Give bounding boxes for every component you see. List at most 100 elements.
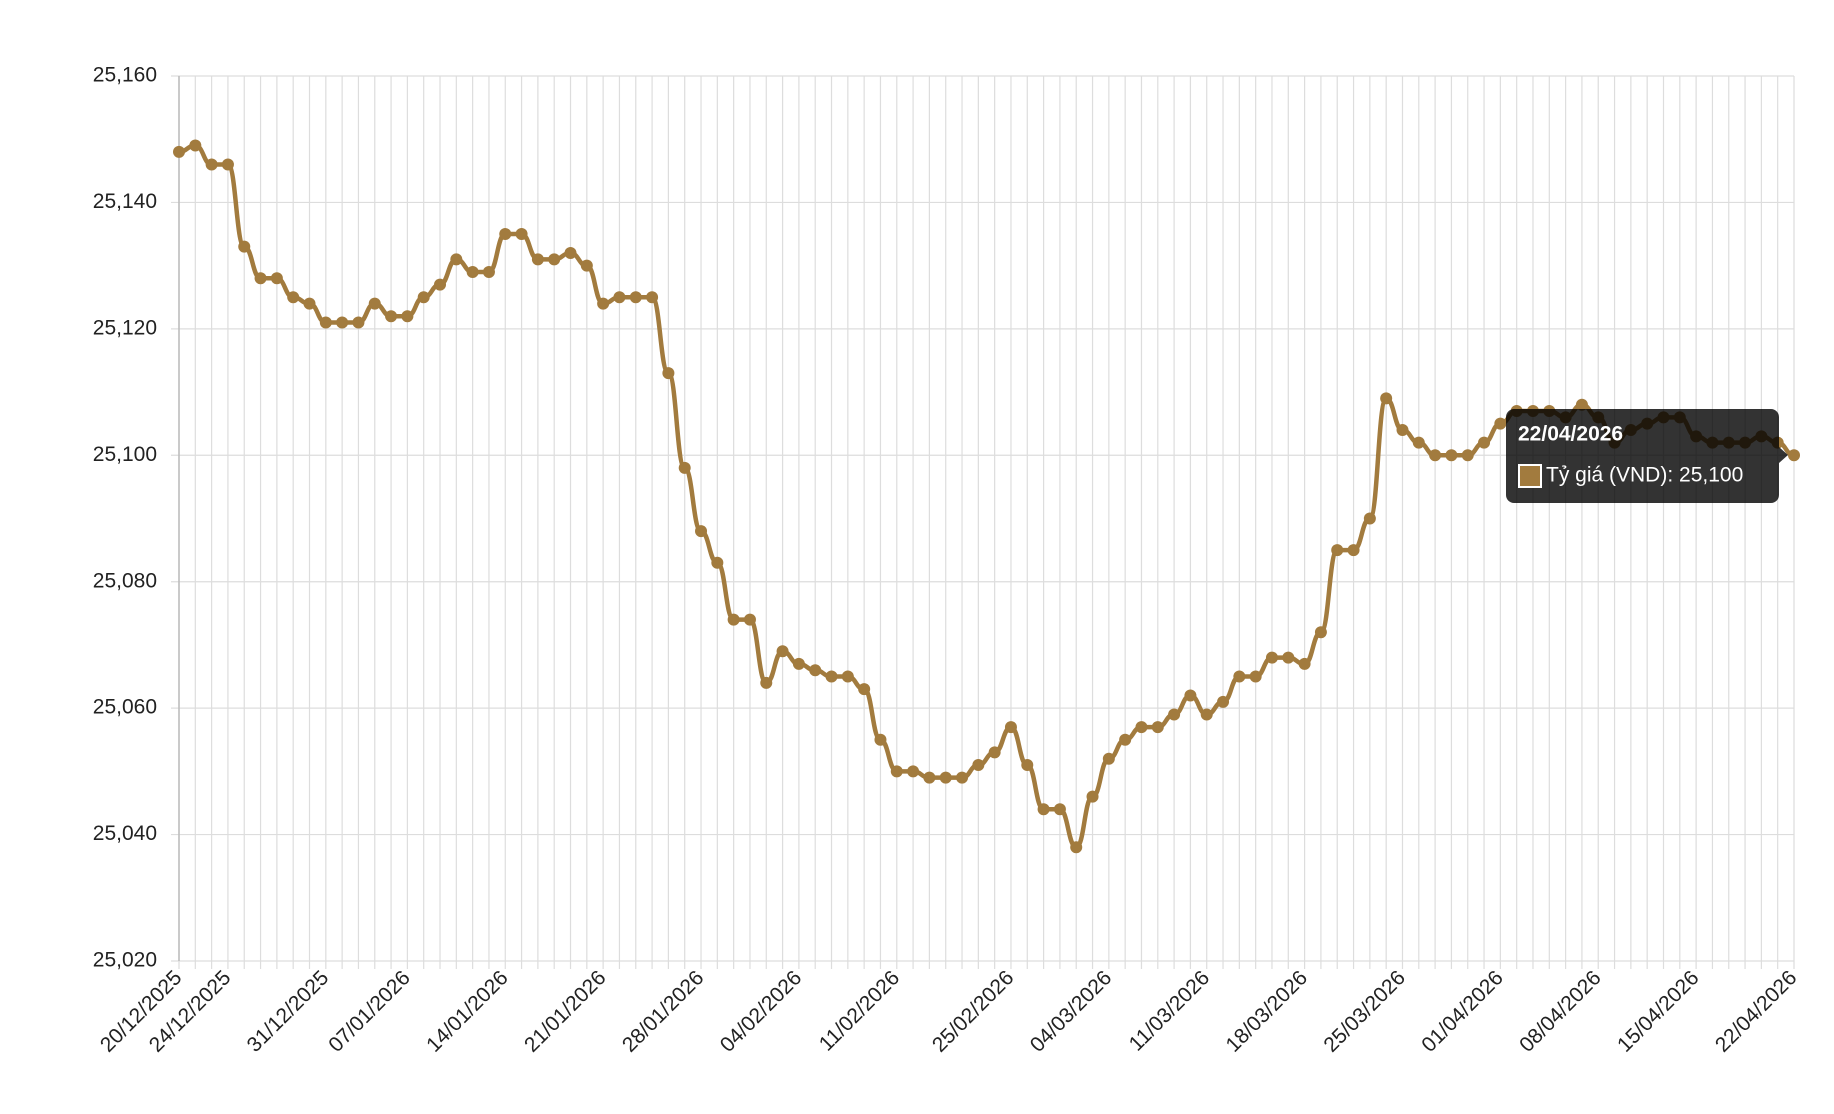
data-point (695, 525, 708, 538)
data-point (1037, 803, 1050, 816)
data-point (988, 746, 1001, 759)
data-point (743, 613, 756, 626)
data-point (385, 310, 398, 323)
data-point (303, 297, 316, 310)
y-tick-label: 25,080 (93, 569, 157, 592)
data-point (189, 139, 202, 152)
data-point (287, 291, 300, 304)
data-point (434, 278, 447, 291)
data-point (1265, 651, 1278, 664)
data-point (336, 316, 349, 329)
data-point (564, 247, 577, 259)
data-point (711, 556, 724, 569)
x-tick-label: 15/04/2026 (1613, 966, 1704, 1057)
data-point (841, 670, 854, 683)
data-point (1575, 398, 1588, 411)
data-point (890, 765, 903, 778)
data-point (401, 310, 414, 323)
data-point (1494, 417, 1507, 430)
data-point (1380, 392, 1393, 405)
data-point (205, 158, 218, 171)
data-point (1396, 424, 1409, 436)
data-point (597, 297, 610, 310)
y-tick-label: 25,060 (93, 696, 157, 719)
data-point (1053, 803, 1066, 816)
data-point (825, 670, 838, 683)
data-point (1184, 689, 1197, 702)
y-tick-label: 25,140 (93, 190, 157, 213)
x-tick-label: 25/03/2026 (1319, 966, 1410, 1057)
data-point (319, 316, 332, 329)
data-point (531, 253, 544, 266)
x-tick-label: 11/02/2026 (815, 966, 904, 1055)
x-tick-label: 31/12/2025 (243, 966, 334, 1057)
data-point (1445, 449, 1458, 462)
y-tick-label: 25,040 (93, 822, 157, 845)
data-point (1217, 695, 1230, 708)
data-point (662, 367, 675, 380)
data-point (450, 253, 463, 266)
data-point (1151, 721, 1164, 734)
data-point (809, 664, 822, 677)
data-point (923, 771, 936, 784)
data-point (727, 613, 740, 626)
data-point (1102, 752, 1115, 765)
x-tick-label: 21/01/2026 (520, 966, 611, 1057)
data-point (238, 240, 251, 253)
x-tick-label: 04/03/2026 (1026, 966, 1117, 1057)
data-point (352, 316, 365, 329)
data-point (972, 759, 985, 772)
data-point (1004, 721, 1017, 734)
data-point (629, 291, 642, 304)
data-point (1282, 651, 1295, 664)
tooltip-text: Tỷ giá (VND): 25,100 (1546, 464, 1743, 487)
y-tick-label: 25,160 (93, 64, 157, 87)
data-point (613, 291, 626, 304)
x-tick-label: 28/01/2026 (618, 966, 709, 1057)
y-tick-label: 25,120 (93, 316, 157, 339)
data-point (368, 297, 381, 310)
data-point (776, 645, 789, 658)
tooltip-box (1506, 409, 1779, 503)
data-point (792, 657, 805, 670)
data-point (1086, 790, 1099, 803)
data-point (939, 771, 952, 784)
data-point (1168, 708, 1181, 721)
data-point (548, 253, 561, 266)
data-point (1298, 657, 1311, 670)
data-point (417, 291, 430, 304)
data-point (1429, 449, 1442, 462)
data-point (499, 228, 512, 241)
data-point (678, 461, 691, 474)
data-point (580, 259, 593, 272)
tooltip-caret (1779, 447, 1788, 463)
tooltip: 22/04/2026 Tỷ giá (VND): 25,100 (1506, 409, 1788, 503)
data-point (221, 158, 234, 171)
data-point (1363, 512, 1376, 525)
x-tick-label: 08/04/2026 (1515, 966, 1606, 1057)
data-point (1249, 670, 1262, 683)
data-point (1070, 841, 1083, 854)
data-point (515, 228, 528, 241)
x-tick-label: 07/01/2026 (324, 966, 415, 1057)
data-point (1331, 544, 1344, 557)
data-point (760, 676, 773, 689)
data-point (254, 272, 267, 285)
x-tick-label: 22/04/2026 (1711, 966, 1802, 1057)
data-point (1788, 449, 1800, 462)
data-point (482, 265, 495, 278)
data-point (1021, 759, 1034, 772)
x-tick-label: 04/02/2026 (716, 966, 807, 1057)
data-point (1478, 436, 1491, 449)
data-point (1412, 436, 1425, 449)
x-tick-label: 25/02/2026 (928, 966, 1019, 1057)
y-tick-label: 25,020 (93, 949, 157, 972)
data-point (1119, 733, 1132, 746)
data-point (1461, 449, 1474, 462)
data-point (1347, 544, 1360, 557)
data-point (1135, 721, 1148, 734)
x-tick-label: 18/03/2026 (1221, 966, 1312, 1057)
data-point (858, 683, 871, 696)
tooltip-title: 22/04/2026 (1518, 423, 1623, 446)
